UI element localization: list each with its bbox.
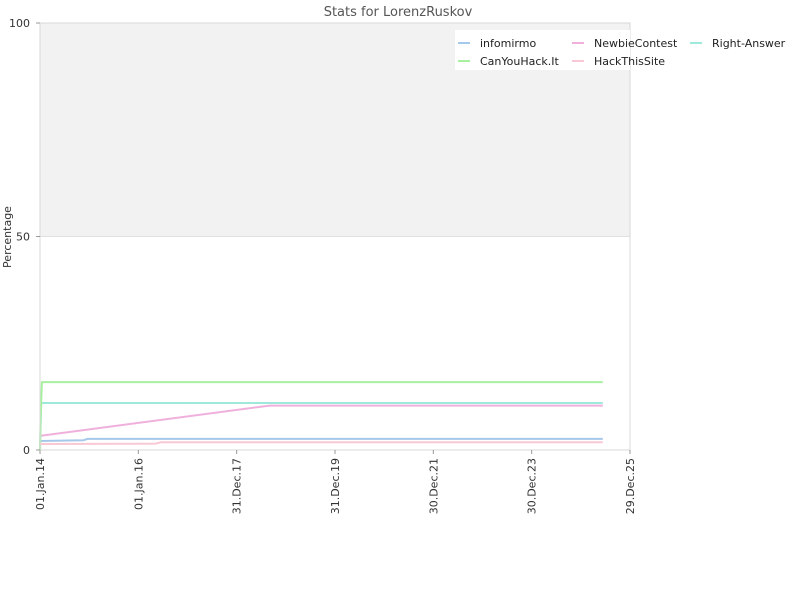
series-line-infomirmo: [39, 437, 603, 442]
x-axis-ticks: 01.Jan.14 01.Jan.16 31.Dec.17 31.Dec.19 30.D…: [34, 450, 637, 514]
y-tick-label: 100: [9, 17, 30, 30]
legend-box: [455, 30, 630, 70]
y-tick-label: 0: [23, 444, 30, 457]
chart-title: Stats for LorenzRuskov: [324, 5, 473, 20]
x-tick-label: 31.Dec.17: [231, 458, 244, 514]
series-line-hackthissite: [39, 441, 603, 445]
x-tick-label: 01.Jan.14: [34, 458, 47, 510]
x-tick-label: 30.Dec.21: [427, 458, 440, 514]
y-axis-label: Percentage: [1, 206, 14, 268]
legend-label-hackthissite: HackThisSite: [594, 55, 665, 68]
legend-label-infomirmo: infomirmo: [480, 37, 536, 50]
x-tick-label: 30.Dec.23: [526, 458, 539, 514]
x-tick-label: 31.Dec.19: [329, 458, 342, 514]
legend-label-right-answer: Right-Answer: [712, 37, 786, 50]
series-line-newbiecontest: [39, 404, 603, 437]
y-tick-label: 50: [16, 231, 30, 244]
y-axis-ticks: 0 50 100: [9, 17, 40, 457]
legend: infomirmo NewbieContest Right-Answer CanYou…: [455, 30, 786, 70]
legend-label-newbiecontest: NewbieContest: [594, 37, 678, 50]
legend-label-canyouhack-it: CanYouHack.It: [480, 55, 560, 68]
x-tick-label: 01.Jan.16: [132, 458, 145, 510]
x-tick-label: 29.Dec.25: [624, 458, 637, 514]
